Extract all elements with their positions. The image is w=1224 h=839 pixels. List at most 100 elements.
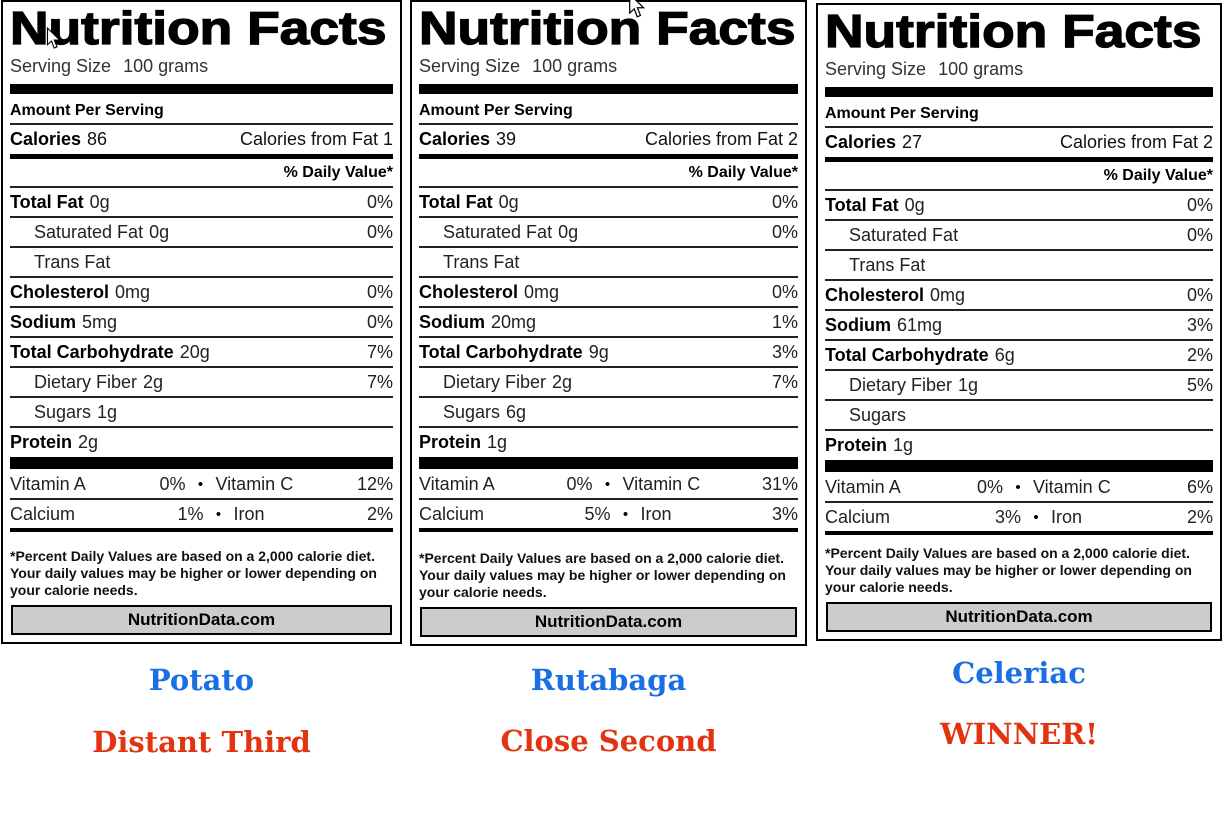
nutrient-row: Total Carbohydrate 6g 2% <box>825 341 1213 371</box>
daily-value-header: % Daily Value* <box>10 159 393 188</box>
amount-per-serving-header: Amount Per Serving <box>10 98 393 125</box>
nutrient-name: Total Fat <box>825 194 899 215</box>
nutrient-name: Sugars <box>443 401 501 422</box>
calories-row: Calories 86 Calories from Fat 1 <box>10 125 393 159</box>
nutrient-name-group: Trans Fat <box>825 255 931 276</box>
nutrient-row: Cholesterol 0mg 0% <box>10 278 393 308</box>
nutrient-row: Total Carbohydrate 20g 7% <box>10 338 393 368</box>
micronutrient-rows: Vitamin A 0% • Vitamin C 6% Calcium 3% • Iron 2% <box>825 473 1213 535</box>
micro-left-value: 1% <box>177 503 204 524</box>
food-name-caption: Rutabaga <box>530 663 687 697</box>
calories-group: Calories 27 <box>825 132 922 153</box>
nutrient-name: Total Fat <box>419 191 493 212</box>
label-column: Nutrition Facts Serving Size 100 grams A… <box>816 3 1222 751</box>
calories-value: 86 <box>87 128 108 149</box>
serving-size-label: Serving Size <box>825 58 927 79</box>
calories-row: Calories 39 Calories from Fat 2 <box>419 125 798 159</box>
nutrient-name-group: Dietary Fiber 2g <box>10 372 163 393</box>
footnote-text: *Percent Daily Values are based on a 2,0… <box>419 549 786 600</box>
micro-left-value: 0% <box>159 473 186 494</box>
food-name-caption: Potato <box>148 663 255 697</box>
nutrient-name: Total Carbohydrate <box>825 344 989 365</box>
nutrient-name: Protein <box>825 434 888 455</box>
nutrient-daily-value: 5% <box>1186 374 1213 395</box>
calories-from-fat: Calories from Fat 2 <box>644 128 798 149</box>
calories-label: Calories <box>419 128 491 149</box>
nutrient-row: Total Fat 0g 0% <box>825 191 1213 221</box>
calories-group: Calories 86 <box>10 129 107 150</box>
calories-row: Calories 27 Calories from Fat 2 <box>825 128 1213 162</box>
nutrient-daily-value: 0% <box>366 281 393 302</box>
nutrient-name-group: Total Fat 0g <box>10 192 110 213</box>
nutrient-name: Total Fat <box>10 191 84 212</box>
nutrient-amount: 0g <box>498 191 519 212</box>
footnote-text: *Percent Daily Values are based on a 2,0… <box>10 547 377 598</box>
nutrient-daily-value: 0% <box>366 221 393 242</box>
nutrient-row: Sodium 5mg 0% <box>10 308 393 338</box>
amount-per-serving-header: Amount Per Serving <box>419 98 798 125</box>
nutrient-name: Trans Fat <box>849 254 926 275</box>
nutrient-name: Trans Fat <box>34 251 111 272</box>
micro-right-value: 31% <box>761 473 798 494</box>
nutrient-name: Total Carbohydrate <box>10 341 174 362</box>
nutrient-name-group: Sodium 61mg <box>825 315 942 336</box>
nutrient-daily-value: 3% <box>771 341 798 362</box>
micro-left-value: 3% <box>994 506 1021 527</box>
source-button[interactable]: NutritionData.com <box>11 605 392 635</box>
calories-value: 27 <box>902 131 923 152</box>
micro-left-name: Vitamin A <box>825 476 901 497</box>
nutrient-amount: 2g <box>143 371 164 392</box>
micro-right-value: 6% <box>1186 476 1213 497</box>
calories-from-fat: Calories from Fat 2 <box>1059 131 1213 152</box>
nutrient-name-group: Sodium 5mg <box>10 312 117 333</box>
nutrient-rows: Total Fat 0g 0% Saturated Fat 0g 0% Trans Fat C… <box>10 188 393 456</box>
nutrient-name-group: Protein 1g <box>825 435 913 456</box>
nutrient-name: Protein <box>10 431 73 452</box>
source-button[interactable]: NutritionData.com <box>420 607 797 637</box>
nutrient-row: Trans Fat <box>419 248 798 278</box>
nutrient-amount: 20mg <box>491 311 537 332</box>
nutrient-name: Sodium <box>825 314 891 335</box>
micronutrient-row: Calcium 5% • Iron 3% <box>419 500 798 528</box>
nutrient-amount: 1g <box>893 434 914 455</box>
nutrient-name-group: Total Fat 0g <box>825 195 925 216</box>
nutrient-name: Sugars <box>34 401 92 422</box>
serving-size-label: Serving Size <box>10 55 112 76</box>
nutrient-amount: 6g <box>506 401 527 422</box>
micro-left-value: 0% <box>976 476 1003 497</box>
nutrient-name: Trans Fat <box>443 251 520 272</box>
nutrient-name-group: Dietary Fiber 2g <box>419 372 572 393</box>
food-rank-caption: Close Second <box>500 723 717 758</box>
source-button[interactable]: NutritionData.com <box>826 602 1212 632</box>
nutrient-name-group: Dietary Fiber 1g <box>825 375 978 396</box>
nutrient-row: Sugars 1g <box>10 398 393 428</box>
nutrient-name-group: Cholesterol 0mg <box>825 285 965 306</box>
thick-divider <box>419 83 798 94</box>
bullet-icon: • <box>622 505 629 523</box>
nutrient-name-group: Protein 1g <box>419 432 507 453</box>
nutrient-amount: 0g <box>89 191 110 212</box>
nutrient-daily-value: 0% <box>771 281 798 302</box>
nutrient-name: Protein <box>419 431 482 452</box>
serving-size-value: 100 grams <box>938 58 1024 79</box>
micro-left-name: Calcium <box>10 503 76 524</box>
nutrient-row: Sodium 20mg 1% <box>419 308 798 338</box>
nutrient-daily-value: 0% <box>366 311 393 332</box>
nutrient-name-group: Sugars 1g <box>10 402 117 423</box>
micro-right-name: Vitamin C <box>622 473 701 494</box>
nutrient-daily-value: 0% <box>771 221 798 242</box>
serving-size-label: Serving Size <box>419 55 521 76</box>
nutrient-amount: 0g <box>904 194 925 215</box>
micro-left-name: Calcium <box>419 503 485 524</box>
nutrient-name: Saturated Fat <box>849 224 959 245</box>
nutrient-name-group: Total Fat 0g <box>419 192 519 213</box>
nutrient-row: Protein 1g <box>419 428 798 456</box>
nutrient-amount: 20g <box>179 341 210 362</box>
nutrient-row: Protein 2g <box>10 428 393 456</box>
nutrient-amount: 0g <box>558 221 579 242</box>
serving-size: Serving Size 100 grams <box>825 56 1213 85</box>
micronutrient-row: Vitamin A 0% • Vitamin C 12% <box>10 470 393 500</box>
nutrient-amount: 1g <box>487 431 508 452</box>
thick-divider <box>10 456 393 469</box>
nutrient-amount: 61mg <box>897 314 943 335</box>
